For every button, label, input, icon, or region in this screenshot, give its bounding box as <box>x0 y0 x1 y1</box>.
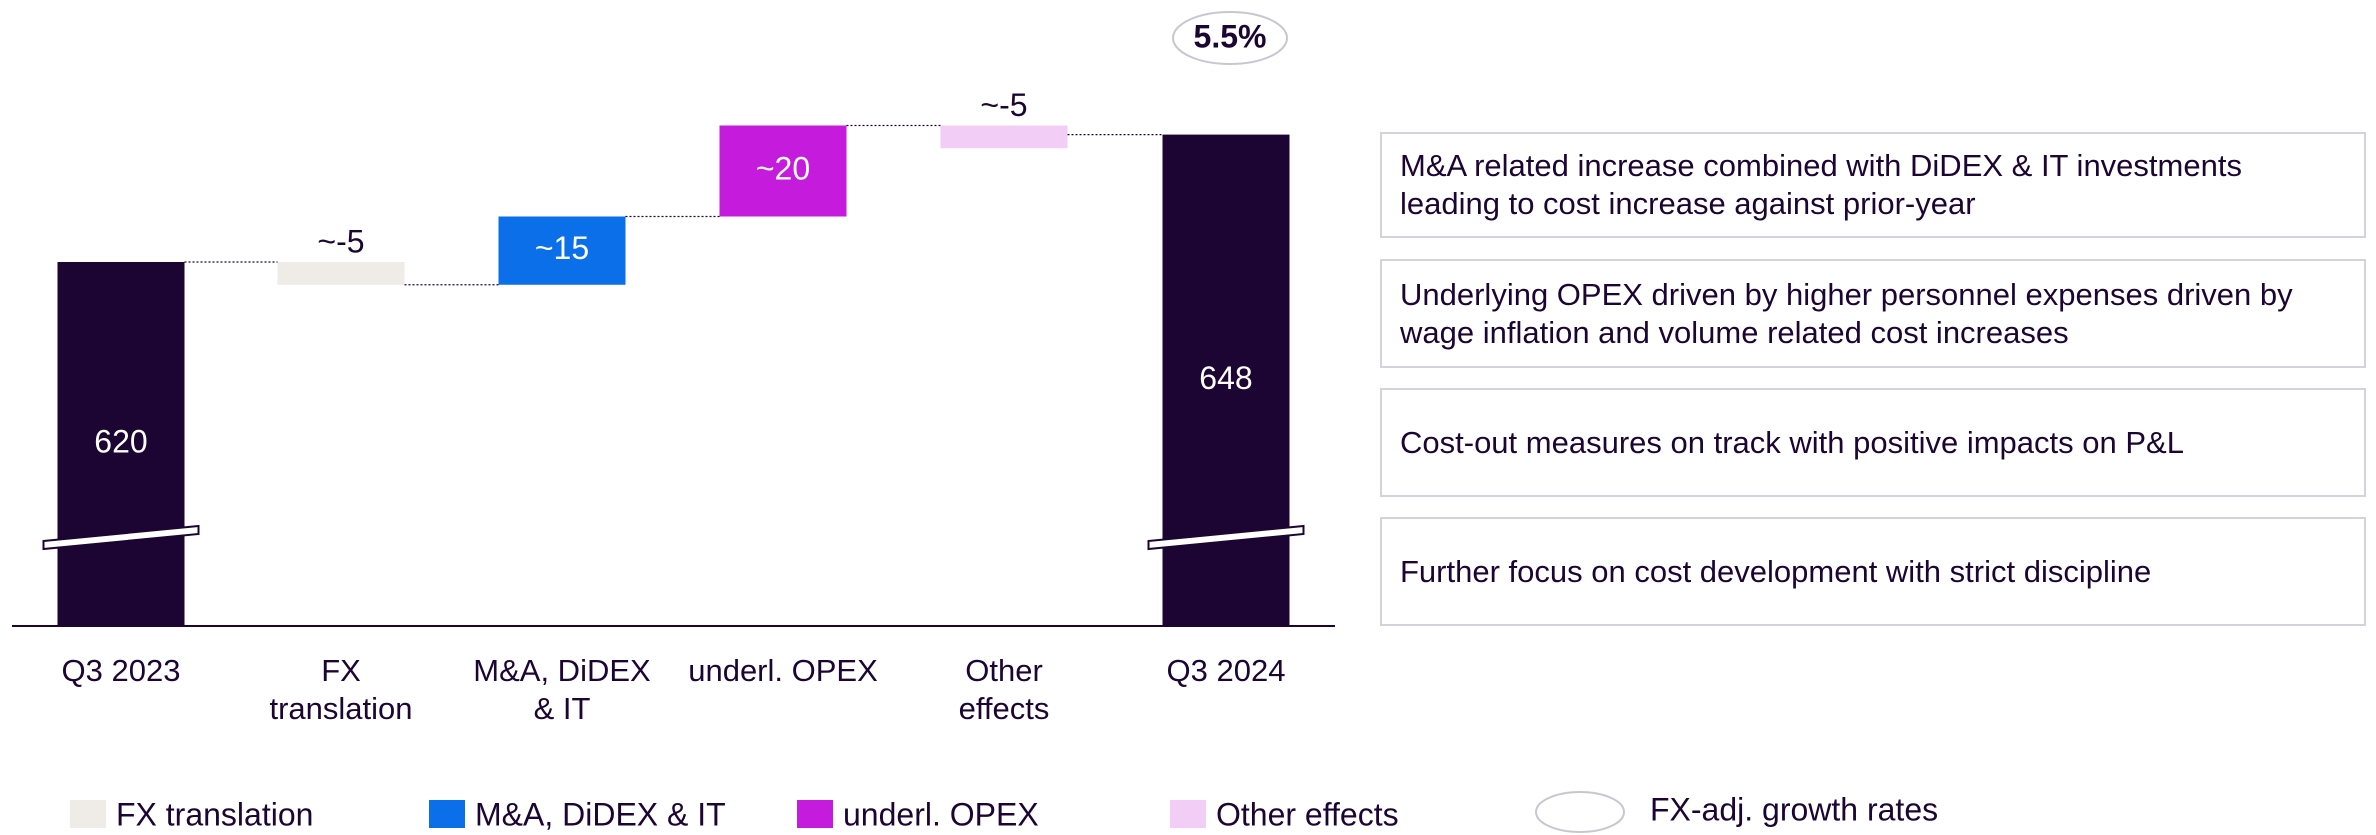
x-tick-label: underl. OPEX <box>688 653 878 688</box>
legend-swatch <box>1170 800 1206 828</box>
growth-bubble <box>1172 11 1288 65</box>
note-box: M&A related increase combined with DiDEX… <box>1380 132 2366 238</box>
value-label: ~20 <box>756 150 810 186</box>
value-label: 620 <box>94 423 147 459</box>
legend-swatch <box>70 800 106 828</box>
value-label: ~-5 <box>317 223 364 259</box>
axis-break <box>1147 524 1305 551</box>
bar <box>57 262 185 626</box>
growth-label: 5.5% <box>1194 18 1267 54</box>
legend-label: FX-adj. growth rates <box>1650 791 1938 827</box>
x-tick-label: Q3 2024 <box>1166 653 1286 688</box>
legend-label: Other effects <box>1216 796 1399 832</box>
legend-label: M&A, DiDEX & IT <box>475 796 726 832</box>
x-tick-label: Q3 2023 <box>61 653 181 688</box>
bar <box>719 125 847 217</box>
value-label: 648 <box>1199 360 1252 396</box>
legend-swatch <box>429 800 465 828</box>
bar <box>940 125 1068 149</box>
x-tick-label: FX translation <box>269 653 413 726</box>
bar <box>498 216 626 285</box>
bar <box>277 262 405 285</box>
legend-swatch <box>797 800 833 828</box>
note-box: Cost-out measures on track with positive… <box>1380 388 2366 497</box>
legend-label: FX translation <box>116 796 313 832</box>
axis-break <box>42 524 200 551</box>
note-box: Underlying OPEX driven by higher personn… <box>1380 259 2366 368</box>
x-tick-label: Other effects <box>958 653 1050 726</box>
value-label: ~-5 <box>980 87 1027 123</box>
legend-symbol <box>1535 791 1625 833</box>
value-label: ~15 <box>535 230 589 266</box>
legend-label: underl. OPEX <box>843 796 1039 832</box>
note-box: Further focus on cost development with s… <box>1380 517 2366 626</box>
x-tick-label: M&A, DiDEX & IT <box>473 653 651 726</box>
